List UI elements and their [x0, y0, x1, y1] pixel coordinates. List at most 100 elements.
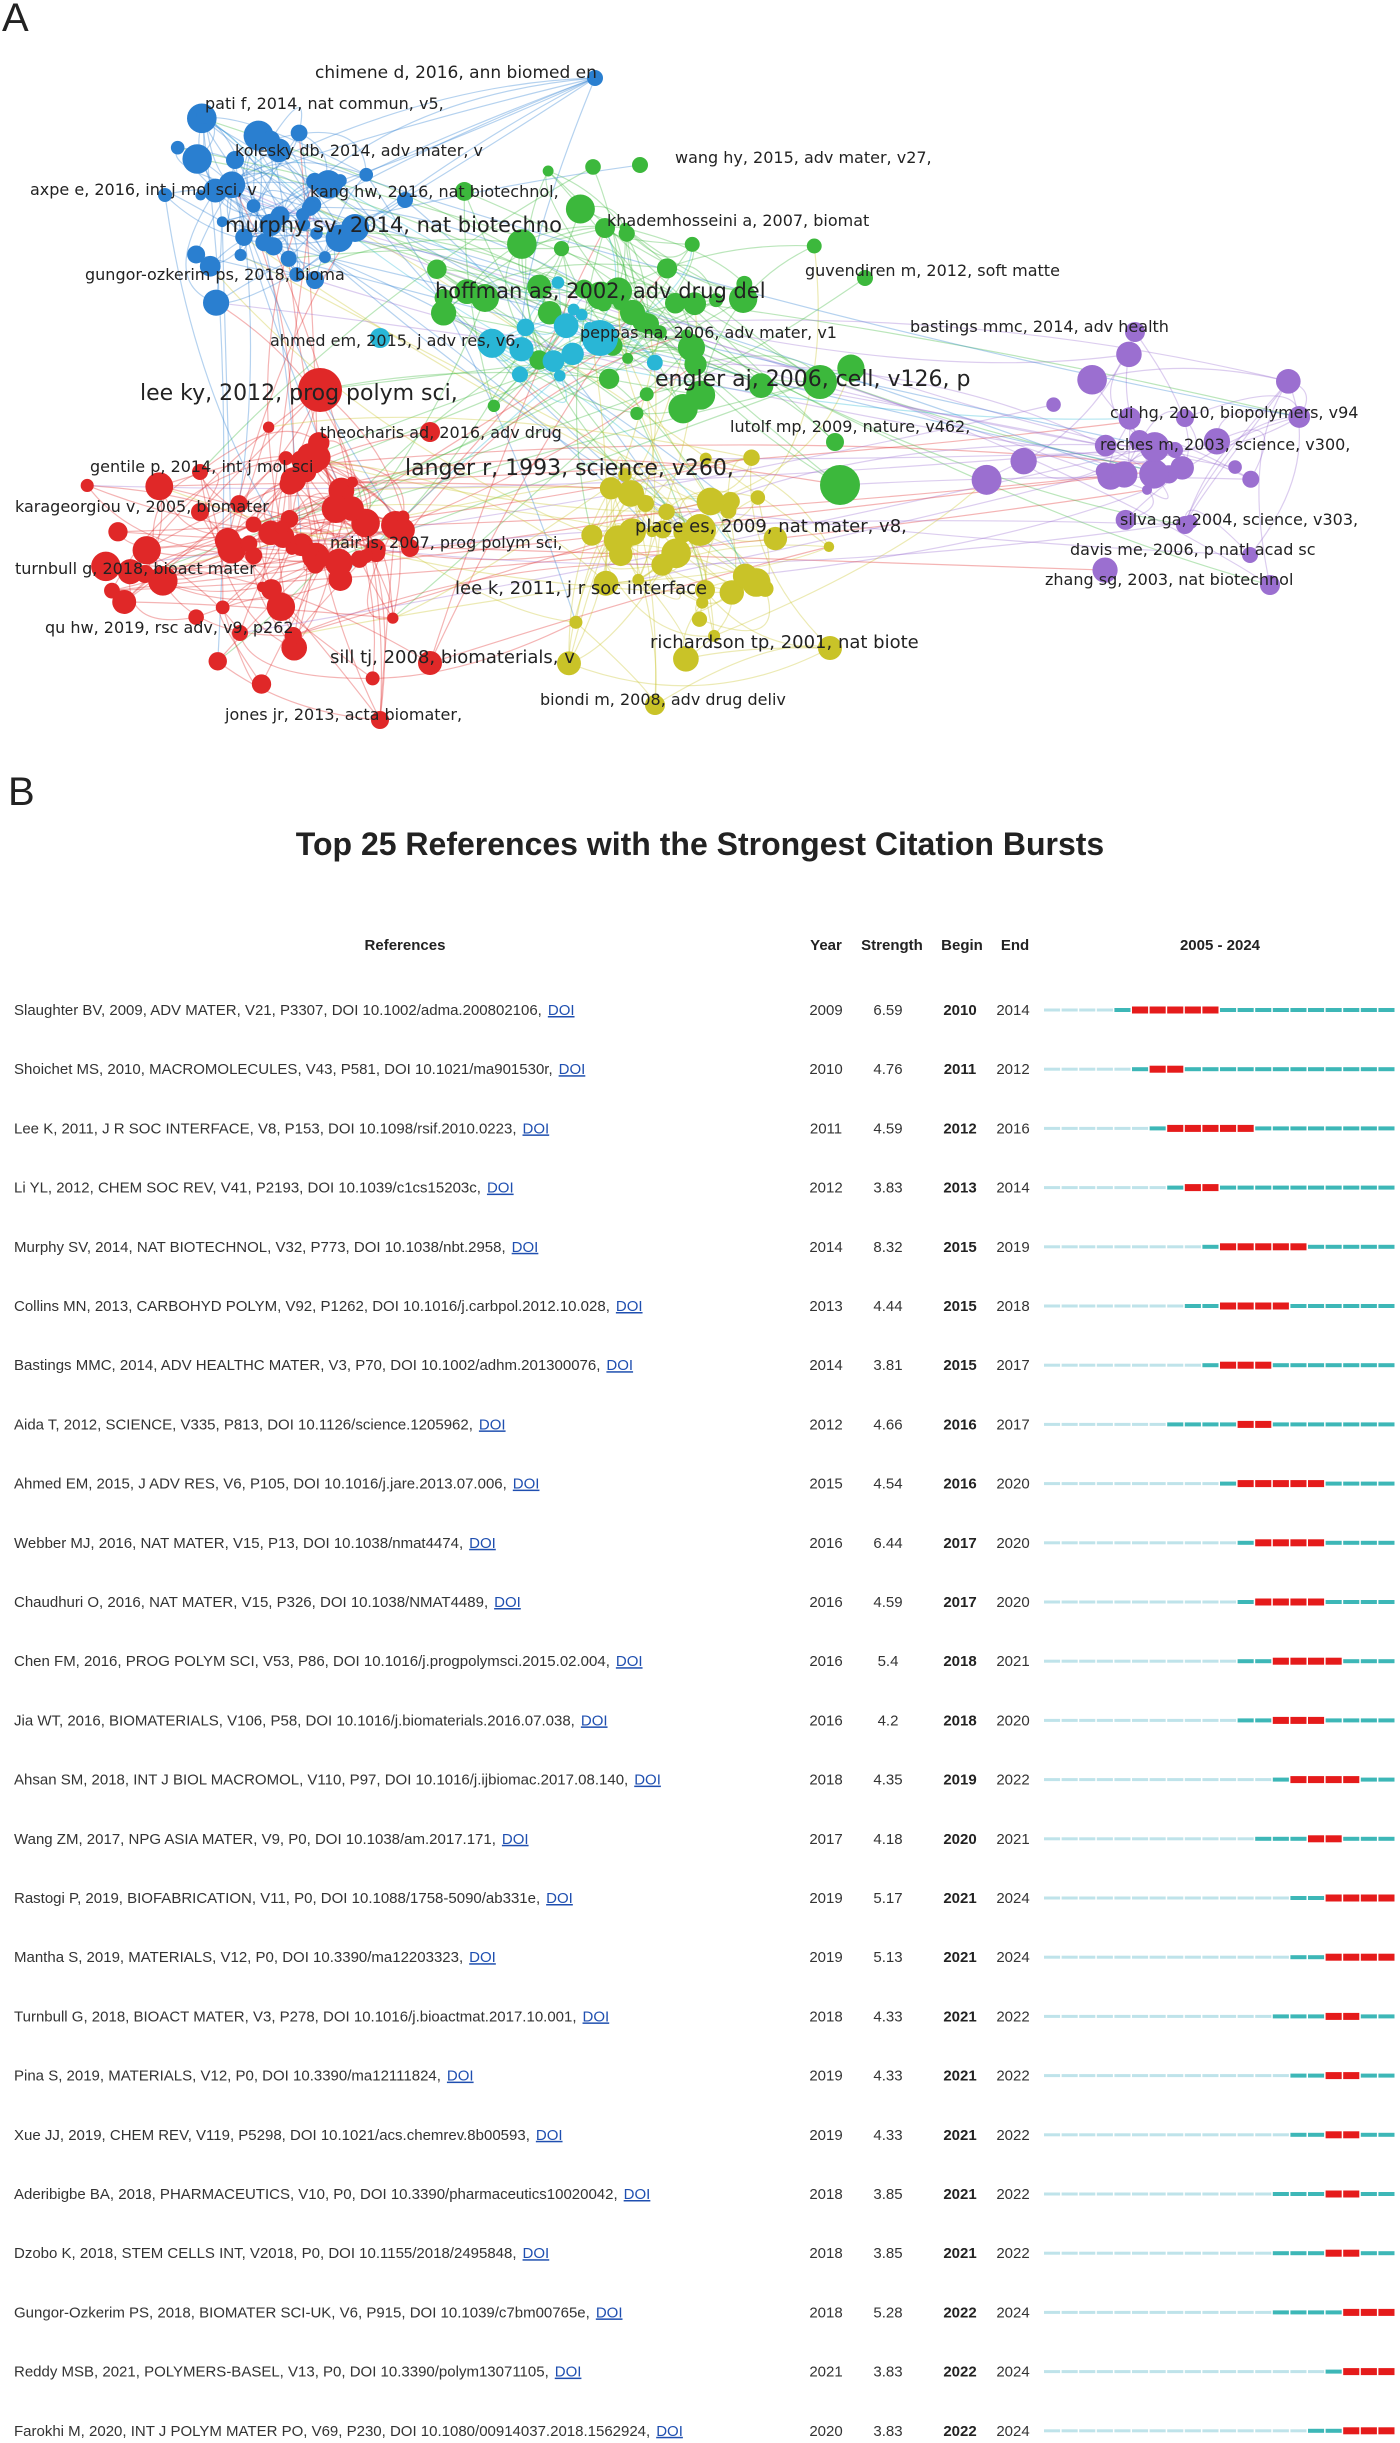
network-node: [664, 292, 686, 314]
network-nodes: [80, 70, 1311, 729]
timeline-segment: [1149, 1482, 1166, 1486]
network-node-label: peppas na, 2006, adv mater, v1: [580, 323, 837, 342]
timeline-segment: [1237, 1243, 1254, 1251]
doi-link[interactable]: DOI: [546, 1890, 573, 1907]
network-edge: [352, 421, 1130, 483]
network-node-label: chimene d, 2016, ann biomed en: [315, 63, 597, 83]
network-edge: [538, 332, 661, 371]
doi-link[interactable]: DOI: [469, 1949, 496, 1966]
network-node: [1116, 341, 1142, 368]
strength-cell: 3.81: [873, 1357, 902, 1374]
table-row: Shoichet MS, 2010, MACROMOLECULES, V43, …: [14, 1061, 1395, 1078]
timeline-segment: [1202, 2014, 1219, 2018]
network-edge: [266, 181, 316, 537]
doi-link[interactable]: DOI: [447, 2068, 474, 2085]
timeline-segment: [1061, 1008, 1078, 1012]
timeline-segment: [1132, 1245, 1149, 1249]
timeline-segment: [1061, 1659, 1078, 1663]
network-edge: [197, 158, 643, 323]
doi-link[interactable]: DOI: [513, 1476, 540, 1493]
timeline-segment: [1044, 2251, 1061, 2255]
year-cell: 2018: [809, 2186, 842, 2203]
network-edge: [185, 190, 217, 304]
timeline-segment: [1343, 1363, 1360, 1368]
network-node: [401, 539, 419, 557]
timeline-segment: [1132, 1482, 1149, 1486]
doi-link[interactable]: DOI: [523, 2245, 550, 2262]
begin-cell: 2021: [943, 2245, 976, 2262]
timeline-segment: [1237, 2074, 1254, 2078]
doi-link[interactable]: DOI: [606, 1357, 633, 1374]
timeline-segment: [1290, 1598, 1307, 1606]
network-edge: [215, 190, 653, 532]
doi-link[interactable]: DOI: [523, 1120, 550, 1137]
timeline-segment: [1202, 1244, 1219, 1249]
timeline-segment: [1167, 1837, 1184, 1841]
timeline-segment: [1044, 2192, 1061, 2196]
network-edge: [288, 219, 320, 260]
end-cell: 2014: [996, 1002, 1029, 1019]
timeline-segment: [1096, 1837, 1113, 1841]
doi-link[interactable]: DOI: [616, 1653, 643, 1670]
doi-link[interactable]: DOI: [583, 2008, 610, 2025]
doi-link[interactable]: DOI: [479, 1416, 506, 1433]
doi-link[interactable]: DOI: [624, 2186, 651, 2203]
doi-link[interactable]: DOI: [634, 1772, 661, 1789]
timeline-segment: [1272, 1185, 1289, 1190]
timeline-segment: [1114, 2251, 1131, 2255]
timeline-segment: [1079, 2251, 1096, 2255]
network-edge: [278, 149, 1300, 418]
doi-link[interactable]: DOI: [469, 1535, 496, 1552]
doi-link[interactable]: DOI: [555, 2364, 582, 2381]
timeline-segment: [1220, 2251, 1237, 2255]
timeline-segment: [1255, 1361, 1272, 1369]
doi-link[interactable]: DOI: [502, 1831, 529, 1848]
network-edge: [215, 77, 596, 192]
network-edge: [256, 483, 290, 590]
timeline-segment: [1061, 2251, 1078, 2255]
timeline-segment: [1149, 2014, 1166, 2018]
reference-text: Pina S, 2019, MATERIALS, V12, P0, DOI 10…: [14, 2068, 441, 2085]
timeline-segment: [1167, 1065, 1184, 1073]
strength-cell: 4.2: [878, 1712, 899, 1729]
network-node: [750, 490, 766, 505]
doi-link[interactable]: DOI: [487, 1180, 514, 1197]
doi-link[interactable]: DOI: [559, 1061, 586, 1078]
doi-link[interactable]: DOI: [512, 1239, 539, 1256]
timeline-segment: [1149, 1955, 1166, 1959]
timeline-segment: [1272, 2192, 1289, 2196]
table-row: Turnbull G, 2018, BIOACT MATER, V3, P278…: [14, 2008, 1395, 2025]
network-node-label: silva ga, 2004, science, v303,: [1120, 510, 1358, 529]
doi-link[interactable]: DOI: [536, 2127, 563, 2144]
network-edge: [591, 534, 715, 637]
timeline-segment: [1290, 2073, 1307, 2078]
timeline-segment: [1343, 1776, 1360, 1784]
timeline-segment: [1061, 1718, 1078, 1722]
timeline-segment: [1167, 2014, 1184, 2018]
network-edge: [575, 227, 606, 536]
doi-link[interactable]: DOI: [656, 2423, 683, 2440]
network-edge: [314, 279, 1183, 469]
timeline-segment: [1237, 1361, 1254, 1369]
timeline-segment: [1202, 1363, 1219, 1368]
timeline-segment: [1308, 1598, 1325, 1606]
network-node: [806, 238, 822, 254]
doi-link[interactable]: DOI: [616, 1298, 643, 1315]
network-node: [837, 354, 865, 382]
timeline-segment: [1202, 1955, 1219, 1959]
doi-link[interactable]: DOI: [548, 1002, 575, 1019]
doi-link[interactable]: DOI: [581, 1712, 608, 1729]
network-node: [199, 255, 221, 277]
year-cell: 2010: [809, 1061, 842, 1078]
timeline-segment: [1202, 1006, 1219, 1014]
strength-cell: 3.83: [873, 2423, 902, 2440]
network-edge: [164, 194, 293, 549]
year-cell: 2021: [809, 2364, 842, 2381]
doi-link[interactable]: DOI: [596, 2304, 623, 2321]
doi-link[interactable]: DOI: [494, 1594, 521, 1611]
network-node: [359, 167, 374, 182]
timeline-segment: [1096, 1955, 1113, 1959]
timeline-segment: [1044, 2429, 1061, 2433]
network-edge: [293, 531, 633, 637]
end-cell: 2021: [996, 1653, 1029, 1670]
